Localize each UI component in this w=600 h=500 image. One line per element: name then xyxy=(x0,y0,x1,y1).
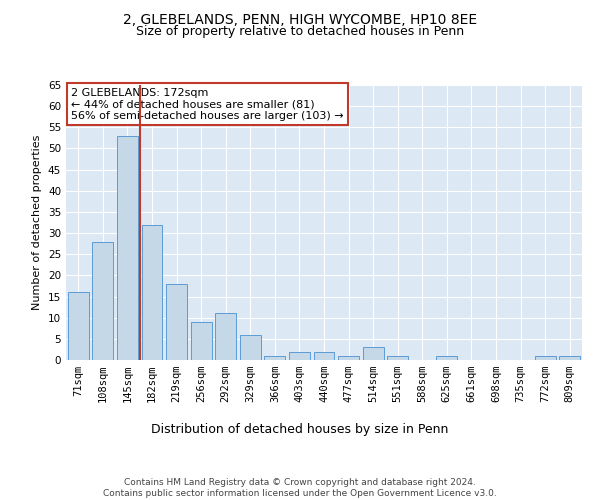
Text: 2, GLEBELANDS, PENN, HIGH WYCOMBE, HP10 8EE: 2, GLEBELANDS, PENN, HIGH WYCOMBE, HP10 … xyxy=(123,12,477,26)
Bar xyxy=(436,356,457,360)
Bar xyxy=(191,322,212,360)
Y-axis label: Number of detached properties: Number of detached properties xyxy=(32,135,43,310)
Bar xyxy=(117,136,138,360)
Bar xyxy=(362,348,383,360)
Bar xyxy=(387,356,408,360)
Bar xyxy=(68,292,89,360)
Bar xyxy=(559,356,580,360)
Text: 2 GLEBELANDS: 172sqm
← 44% of detached houses are smaller (81)
56% of semi-detac: 2 GLEBELANDS: 172sqm ← 44% of detached h… xyxy=(71,88,344,121)
Bar xyxy=(289,352,310,360)
Bar xyxy=(240,334,261,360)
Text: Size of property relative to detached houses in Penn: Size of property relative to detached ho… xyxy=(136,25,464,38)
Bar xyxy=(314,352,334,360)
Text: Contains HM Land Registry data © Crown copyright and database right 2024.
Contai: Contains HM Land Registry data © Crown c… xyxy=(103,478,497,498)
Bar xyxy=(166,284,187,360)
Bar xyxy=(338,356,359,360)
Bar xyxy=(92,242,113,360)
Bar xyxy=(215,314,236,360)
Bar xyxy=(535,356,556,360)
Bar xyxy=(142,224,163,360)
Text: Distribution of detached houses by size in Penn: Distribution of detached houses by size … xyxy=(151,422,449,436)
Bar xyxy=(265,356,286,360)
